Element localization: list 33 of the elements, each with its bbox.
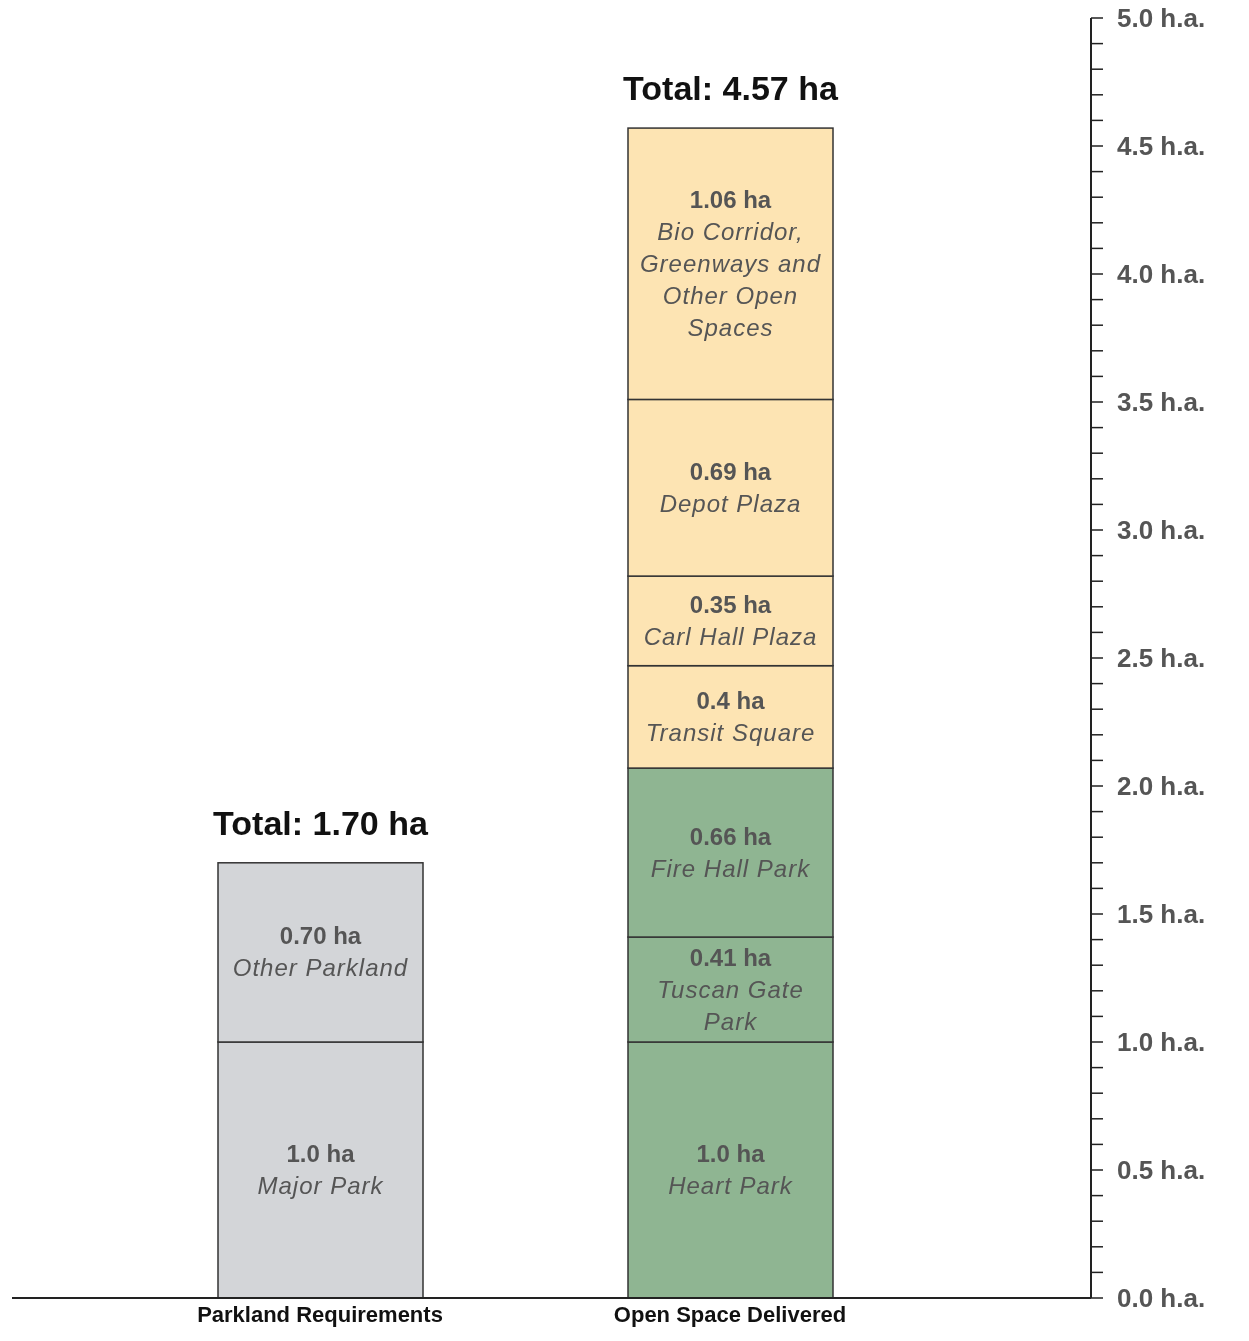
- y-tick-label: 3.5 h.a.: [1117, 387, 1206, 417]
- series-label: Depot Plaza: [659, 489, 802, 517]
- total-label: Total: 1.70 ha: [213, 803, 429, 842]
- series-label: Tuscan Gate Park: [657, 975, 804, 1035]
- data-label: 1.0 ha: [286, 1140, 356, 1167]
- data-label: 0.35 ha: [689, 590, 772, 618]
- series-label: Carl Hall Plaza: [643, 622, 818, 650]
- y-tick-label: 5.0 h.a.: [1117, 3, 1206, 33]
- data-label: 0.69 ha: [689, 457, 772, 485]
- y-tick-label: 2.5 h.a.: [1117, 643, 1206, 673]
- total-label: Total: 4.57 ha: [623, 69, 839, 108]
- series-label: Other Parkland: [232, 954, 409, 982]
- series-label: Bio Corridor, Greenways and Other Open Spaces: [639, 217, 822, 341]
- y-tick-label: 4.5 h.a.: [1117, 131, 1206, 161]
- y-tick-label: 4.0 h.a.: [1117, 259, 1206, 289]
- series-label: Transit Square: [645, 718, 816, 746]
- y-tick-label: 1.5 h.a.: [1117, 899, 1206, 929]
- y-tick-label: 2.0 h.a.: [1117, 771, 1206, 801]
- y-tick-label: 3.0 h.a.: [1117, 515, 1206, 545]
- data-label: 1.0 ha: [696, 1140, 766, 1167]
- y-tick-label: 0.5 h.a.: [1117, 1155, 1206, 1185]
- x-tick-label: Parkland Requirements: [197, 1301, 443, 1327]
- series-label: Fire Hall Park: [650, 854, 812, 882]
- x-tick-label: Open Space Delivered: [613, 1301, 847, 1327]
- data-label: 0.66 ha: [689, 822, 772, 850]
- data-label: 0.4 ha: [696, 686, 766, 714]
- y-tick-label: 0.0 h.a.: [1117, 1283, 1206, 1313]
- y-tick-label: 1.0 h.a.: [1117, 1027, 1206, 1057]
- data-label: 0.41 ha: [689, 943, 772, 971]
- data-label: 0.70 ha: [279, 922, 362, 950]
- series-label: Heart Park: [668, 1172, 794, 1199]
- data-label: 1.06 ha: [689, 185, 772, 213]
- series-label: Major Park: [257, 1172, 385, 1199]
